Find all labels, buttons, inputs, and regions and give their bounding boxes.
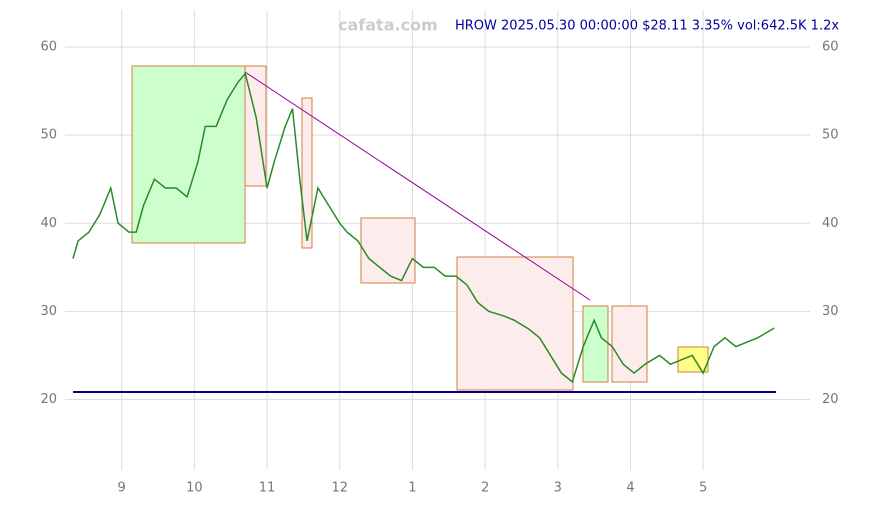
y-tick-label-right: 50 — [822, 128, 839, 143]
x-tick-label: 3 — [554, 481, 562, 496]
x-tick-label: 5 — [699, 481, 707, 496]
box — [582, 305, 609, 383]
chart-title: HROW 2025.05.30 00:00:00 $28.11 3.35% vo… — [455, 19, 839, 34]
y-tick-label: 50 — [40, 128, 57, 143]
x-tick-label: 11 — [259, 481, 276, 496]
box — [456, 256, 574, 391]
y-tick-label-right: 20 — [822, 392, 839, 407]
price-line — [72, 71, 775, 384]
x-tick-label: 12 — [331, 481, 348, 496]
box — [611, 305, 648, 383]
watermark: cafata.com — [338, 16, 438, 35]
y-tick-label-right: 60 — [822, 40, 839, 55]
x-tick-label: 4 — [626, 481, 634, 496]
x-tick-label: 1 — [408, 481, 416, 496]
x-tick-label: 2 — [481, 481, 489, 496]
box — [131, 65, 246, 244]
y-tick-label: 30 — [40, 304, 57, 319]
trend-line — [244, 71, 591, 301]
y-tick-label: 40 — [40, 216, 57, 231]
box — [677, 346, 709, 373]
y-tick-label-right: 40 — [822, 216, 839, 231]
box — [301, 97, 313, 249]
y-tick-label-right: 30 — [822, 304, 839, 319]
x-tick-label: 9 — [118, 481, 126, 496]
y-tick-label: 60 — [40, 40, 57, 55]
x-tick-label: 10 — [186, 481, 203, 496]
y-tick-label: 20 — [40, 392, 57, 407]
